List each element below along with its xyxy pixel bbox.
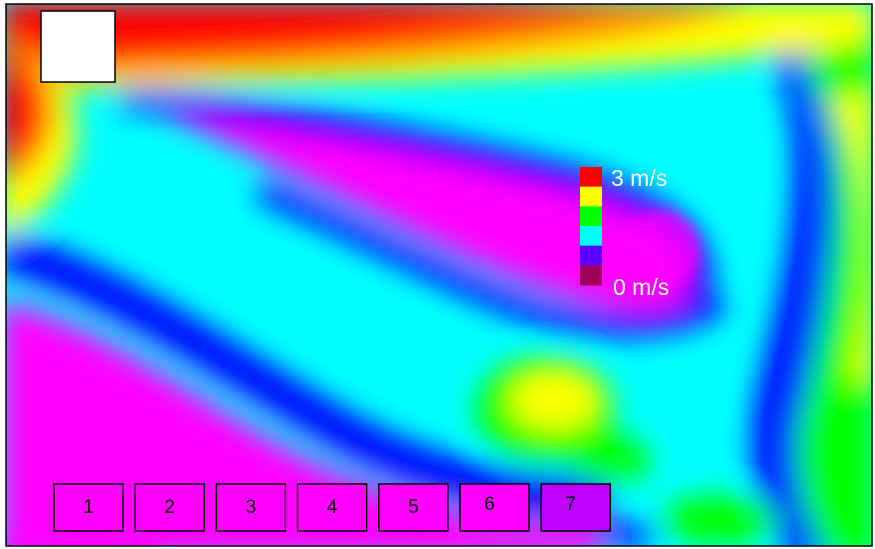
legend-swatch xyxy=(580,167,602,188)
legend-max-label: 3 m/s xyxy=(611,165,667,191)
numbered-box-label: 7 xyxy=(565,494,576,515)
legend-swatch xyxy=(580,245,602,266)
velocity-legend xyxy=(580,167,602,286)
numbered-boxes: 1 2 3 4 5 6 7 xyxy=(53,483,611,532)
numbered-box-label: 1 xyxy=(83,497,94,518)
legend-swatch xyxy=(580,206,602,227)
numbered-box-label: 4 xyxy=(327,497,338,518)
inlet-block xyxy=(40,10,116,83)
numbered-box xyxy=(540,483,611,532)
numbered-box xyxy=(296,483,368,532)
legend-min-label: 0 m/s xyxy=(613,274,669,300)
numbered-box xyxy=(134,483,205,532)
domain-border xyxy=(5,3,873,547)
numbered-box xyxy=(215,483,287,532)
legend-swatch xyxy=(580,186,602,207)
numbered-box-label: 5 xyxy=(408,497,419,518)
legend-swatch xyxy=(580,265,602,286)
numbered-box-label: 3 xyxy=(246,497,257,518)
numbered-box-label: 2 xyxy=(164,497,175,518)
legend-swatch xyxy=(580,226,602,247)
numbered-box xyxy=(378,483,449,532)
numbered-box-label: 6 xyxy=(484,494,495,515)
numbered-box xyxy=(53,483,124,532)
numbered-box xyxy=(459,483,530,532)
